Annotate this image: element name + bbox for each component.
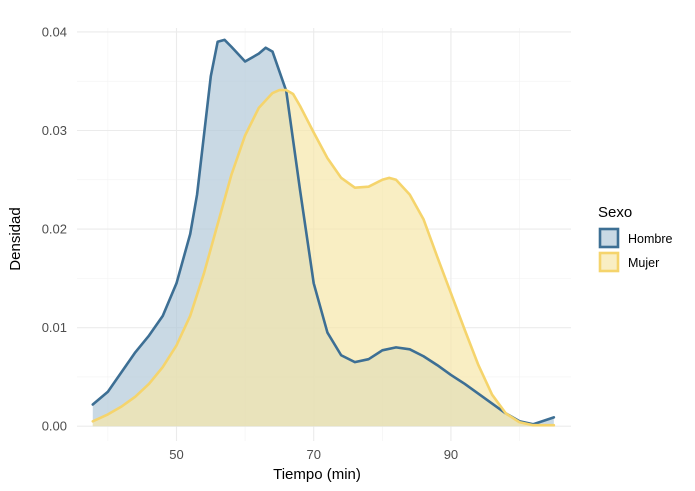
x-tick-label-0: 50	[169, 447, 183, 462]
area-layer	[91, 38, 556, 427]
area-mujer	[92, 90, 554, 427]
legend-items: Hombre Mujer	[598, 227, 673, 273]
legend-swatch-mujer	[598, 251, 620, 273]
line-hombre	[91, 38, 556, 426]
legend-label-mujer: Mujer	[628, 256, 659, 270]
line-mujer	[91, 88, 556, 427]
y-axis-title: Densidad	[7, 207, 24, 270]
y-tick-label-4: 0.04	[42, 24, 67, 39]
legend-title: Sexo	[598, 204, 632, 221]
y-tick-label-1: 0.01	[42, 320, 67, 335]
legend-label-hombre: Hombre	[628, 232, 673, 246]
tick-layer: 50 70 90 0.00 0.01 0.02 0.03 0.04	[42, 24, 458, 462]
x-tick-label-2: 90	[444, 447, 458, 462]
x-axis-title: Tiempo (min)	[273, 466, 361, 483]
y-tick-label-2: 0.02	[42, 222, 67, 237]
x-tick-label-1: 70	[306, 447, 320, 462]
legend: Sexo Hombre Mujer	[598, 204, 673, 273]
y-tick-label-0: 0.00	[42, 419, 67, 434]
legend-swatch-hombre	[598, 227, 620, 249]
y-tick-label-3: 0.03	[42, 123, 67, 138]
